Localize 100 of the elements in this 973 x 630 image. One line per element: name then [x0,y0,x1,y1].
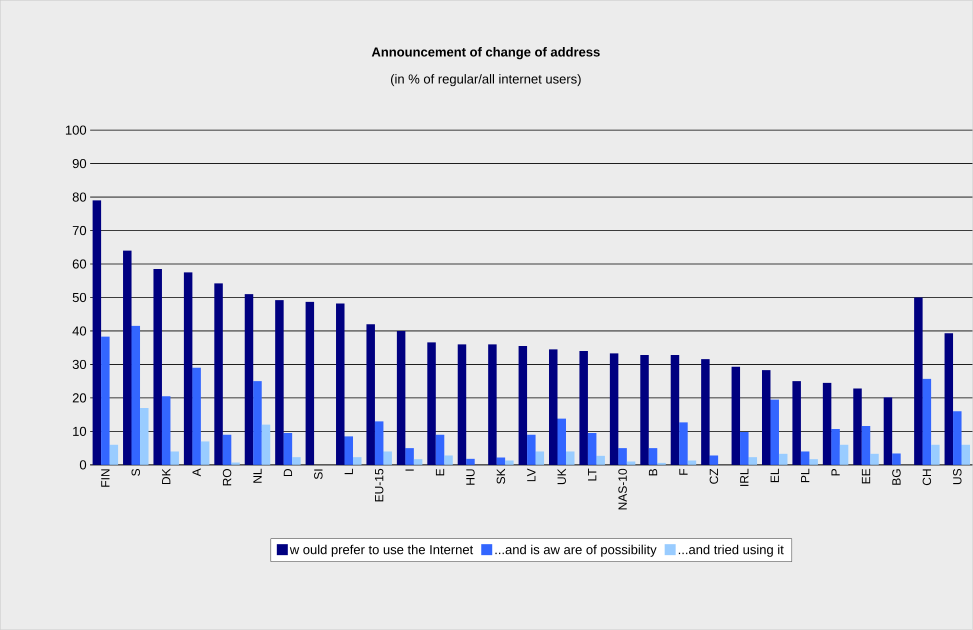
bar [262,424,270,465]
bar [792,381,801,465]
bar [566,451,574,465]
x-tick-label: PL [801,468,810,482]
bar [831,429,840,465]
x-tick-label: EL [770,468,779,482]
bar [518,346,528,465]
bar [496,458,506,465]
x-tick-label: LT [588,468,596,481]
bar [670,355,680,465]
y-tick-label: 70 [72,226,86,236]
x-tick-label: P [831,469,840,476]
bar [596,456,605,465]
bar [931,444,940,465]
bar [140,408,149,465]
bar [648,448,658,465]
x-tick-label: EE [862,468,870,484]
x-tick-label: CH [922,469,932,486]
y-tick-label: 10 [73,426,86,436]
bar [558,418,566,465]
x-tick-label: EU-15 [375,468,384,502]
bar [396,330,406,465]
bar [244,294,254,465]
bar [383,451,392,465]
bar [822,382,832,465]
x-tick-label: NAS-10 [618,468,627,510]
bar [953,411,962,465]
bar [123,250,132,465]
bar [914,298,923,465]
bar [170,451,179,465]
bar [214,283,223,465]
x-tick-label: SK [496,468,506,484]
bar [466,458,475,465]
bar [688,460,696,465]
y-tick-label: 30 [72,360,86,370]
x-tick-label: IRL [740,468,748,486]
x-tick-label: A [192,468,201,476]
bar [253,381,262,465]
x-tick-label: B [648,469,658,476]
bar [748,457,758,465]
y-tick-label: 80 [72,192,86,202]
bar [414,459,422,465]
bar [549,349,558,465]
bar [862,426,870,465]
y-tick-label: 0 [80,460,86,470]
chart-subtitle: (in % of regular/all internet users) [390,74,581,86]
bar [488,344,497,465]
bar [162,396,170,465]
bar [640,355,649,465]
y-tick-label: 50 [72,292,86,302]
bar [778,454,788,465]
bar [536,451,544,465]
x-tick-label: UK [558,468,566,484]
legend-label: ...and tried using it [678,544,784,557]
bar [366,324,375,465]
x-tick-label: US [953,468,962,484]
chart-title: Announcement of change of address [372,47,600,60]
bar [405,448,414,465]
x-tick-label: F [679,468,688,475]
bar [701,359,710,465]
bar [962,444,970,465]
bar [374,421,384,465]
bar [870,454,879,465]
x-tick-label: RO [222,469,232,486]
bar [626,462,636,465]
bar [618,448,627,465]
x-tick-label: HU [466,469,475,485]
bar [436,434,444,465]
bar [306,302,314,465]
bar [527,434,536,465]
bar [840,444,848,465]
bar [710,456,718,465]
y-tick-label: 20 [72,393,86,403]
y-tick-label: 90 [72,159,86,168]
x-tick-label: I [406,470,414,471]
bar [853,388,862,465]
bar [892,454,901,465]
bar [427,342,436,465]
bar [944,333,954,465]
bar [92,200,102,465]
legend-label: w ould prefer to use the Internet [290,544,474,557]
bar [275,300,284,465]
bar [732,366,740,465]
x-tick-label: D [284,468,292,476]
bar [505,460,514,465]
x-tick-label: FIN [101,469,110,487]
bar [110,444,118,465]
bar [192,368,201,465]
bar [101,336,110,465]
bar [762,370,770,465]
y-tick-label: 60 [72,259,86,269]
bar [809,459,818,465]
bar [884,397,892,465]
bar [292,457,301,465]
bar [336,304,345,465]
bar [588,433,596,465]
bar [679,422,688,465]
bar [458,344,466,465]
bar [444,456,453,465]
bar [579,351,588,465]
